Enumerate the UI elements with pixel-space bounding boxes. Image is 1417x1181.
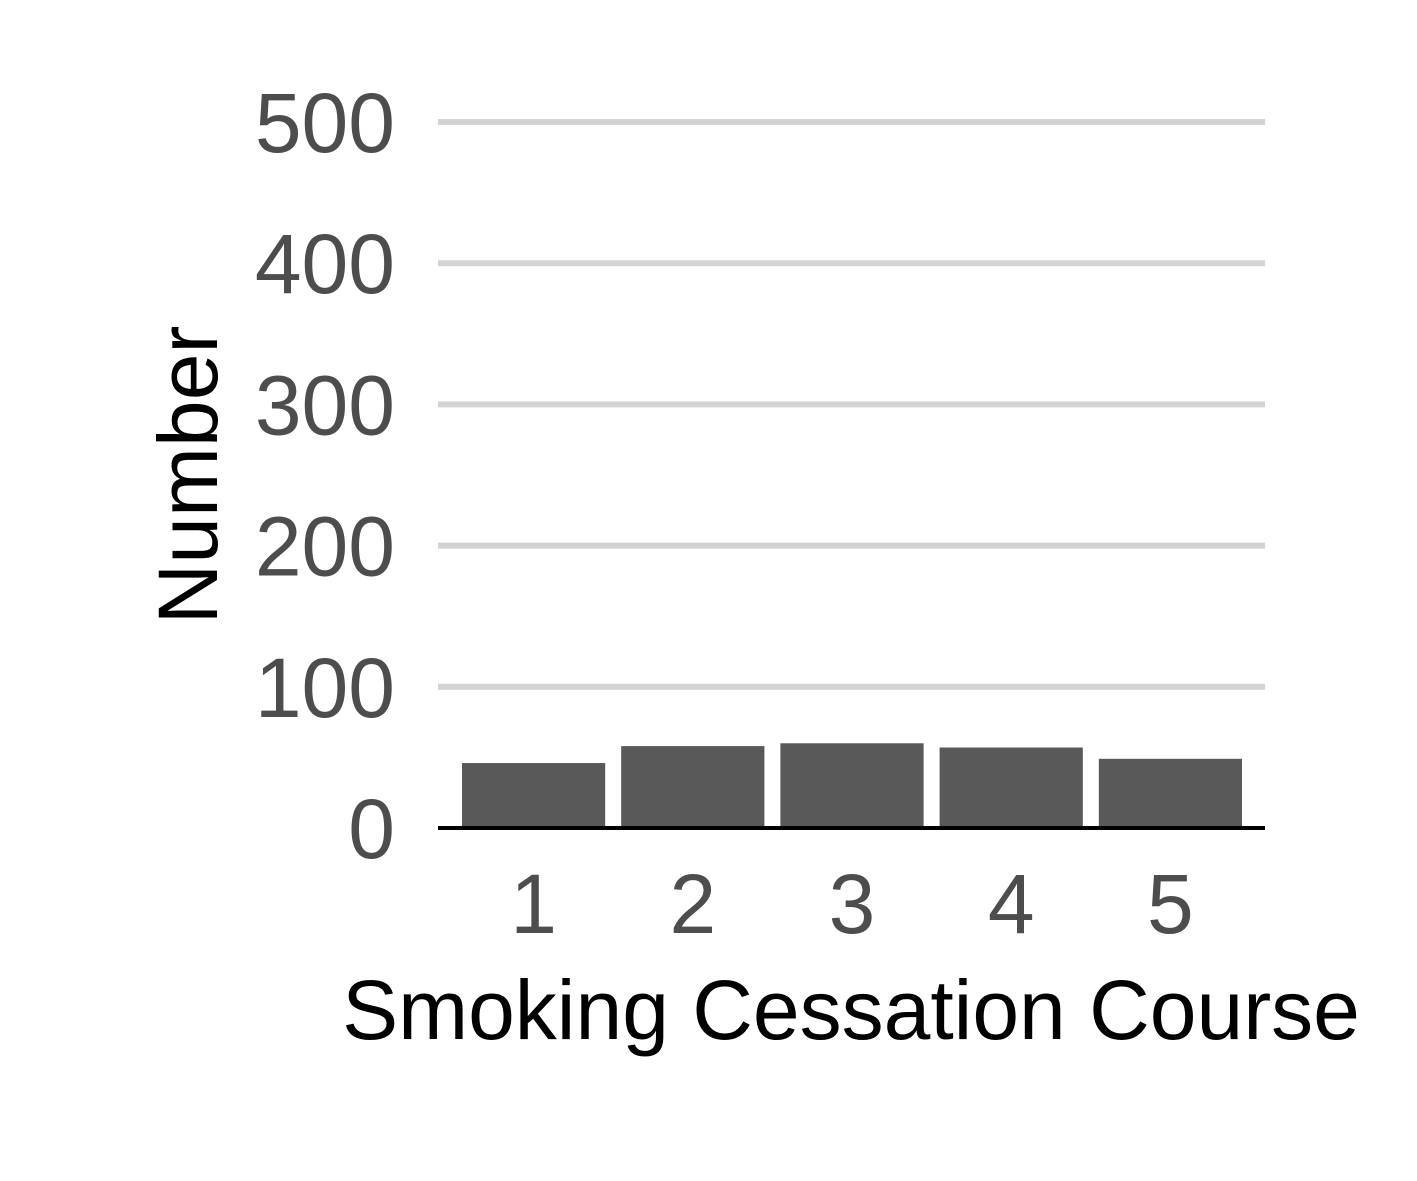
y-tick-label: 100 [255, 641, 395, 735]
y-tick-label: 300 [255, 358, 395, 452]
bar-5 [1098, 758, 1242, 828]
x-tick-label: 3 [829, 857, 876, 951]
y-tick-label: 0 [348, 782, 395, 876]
x-tick-labels: 1 2 3 4 5 [510, 857, 1194, 951]
y-tick-label: 200 [255, 500, 395, 594]
bar-3 [780, 743, 924, 828]
y-tick-label: 400 [255, 217, 395, 311]
bar-1 [462, 763, 606, 828]
bars [462, 743, 1242, 828]
bar-2 [621, 746, 765, 828]
x-tick-label: 5 [1147, 857, 1194, 951]
x-axis-title: Smoking Cessation Course [342, 963, 1360, 1057]
gridlines [438, 119, 1265, 690]
y-axis-title: Number [141, 326, 235, 625]
y-tick-label: 500 [255, 76, 395, 170]
x-tick-label: 4 [988, 857, 1035, 951]
x-tick-label: 2 [669, 857, 716, 951]
bar-4 [939, 747, 1083, 828]
x-tick-label: 1 [510, 857, 557, 951]
y-tick-labels: 0 100 200 300 400 500 [255, 76, 395, 876]
